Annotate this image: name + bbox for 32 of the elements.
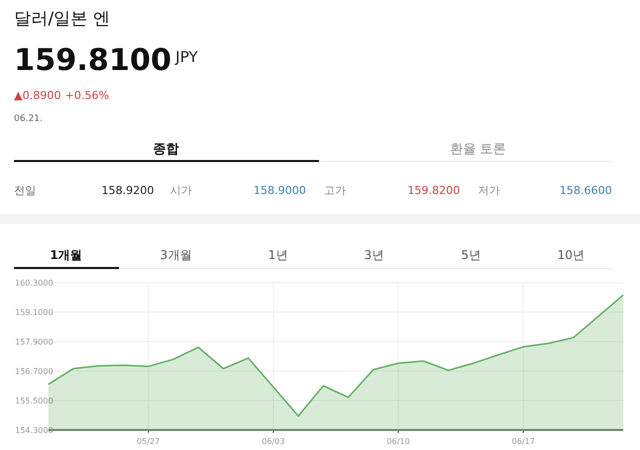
annotation: 1개월 <box>50 248 82 262</box>
ytick: 156.7000 <box>15 367 54 376</box>
annotation: 3개월 <box>160 248 192 262</box>
annotation: 전일 <box>14 184 36 197</box>
annotation: 159.8200 <box>408 184 460 197</box>
annotation: 환율 토론 <box>450 142 506 157</box>
annotation: 5년 <box>461 248 481 262</box>
ytick: 159.1000 <box>15 308 54 318</box>
xtick: 06/03 <box>262 437 285 446</box>
annotation: 저가 <box>478 184 500 197</box>
annotation: +0.56% <box>64 89 110 102</box>
annotation: 시가 <box>170 184 192 197</box>
annotation: 158.6600 <box>560 184 612 197</box>
annotation: 3년 <box>364 248 384 262</box>
annotation: 1년 <box>268 248 288 262</box>
xtick: 05/27 <box>136 437 160 446</box>
annotation: 158.9200 <box>102 184 154 197</box>
xtick: 06/10 <box>386 437 410 446</box>
annotation: 10년 <box>557 248 585 262</box>
annotation: 종합 <box>153 142 179 157</box>
xtick: 06/17 <box>512 437 535 446</box>
annotation: ▲0.8900 <box>14 89 61 102</box>
annotation: JPY <box>176 48 198 66</box>
annotation: 159.8100 <box>14 43 172 78</box>
ytick: 160.3000 <box>15 278 54 288</box>
ytick: 157.9000 <box>15 338 54 347</box>
ytick: 155.5000 <box>15 396 54 406</box>
title: 달러/일본 엔 <box>14 9 110 29</box>
ytick: 154.3000 <box>15 426 54 435</box>
annotation: 06.21. <box>14 114 43 124</box>
annotation: 고가 <box>324 184 346 197</box>
annotation: 158.9000 <box>254 184 306 197</box>
